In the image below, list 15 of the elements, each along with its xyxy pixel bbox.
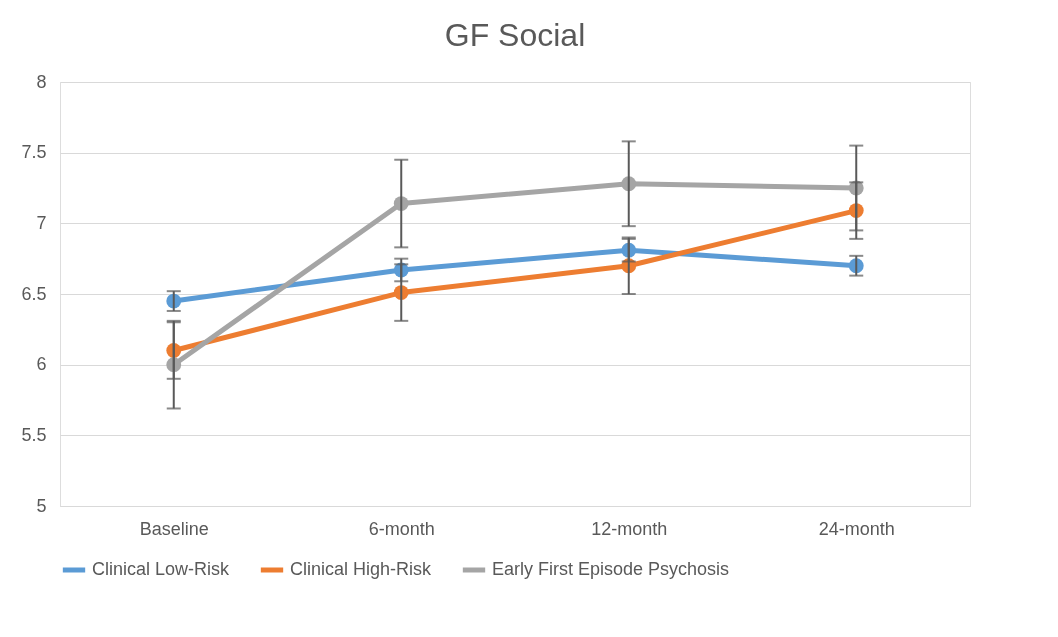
legend-label: Clinical High-Risk xyxy=(290,559,433,579)
y-tick-label: 7 xyxy=(36,212,47,233)
y-tick-label: 7.5 xyxy=(21,142,47,163)
y-tick-label: 8 xyxy=(36,71,47,92)
legend-label: Early First Episode Psychosis xyxy=(492,559,730,579)
legend-label: Clinical Low-Risk xyxy=(92,559,231,579)
y-tick-label: 6.5 xyxy=(21,283,47,304)
y-tick-label: 5 xyxy=(36,495,47,516)
y-tick-label: 6 xyxy=(36,354,47,375)
y-tick-label: 5.5 xyxy=(21,424,47,445)
x-tick-label: 12-month xyxy=(591,518,668,539)
x-tick-label: 24-month xyxy=(818,518,895,539)
x-tick-label: 6-month xyxy=(368,518,435,539)
x-tick-label: Baseline xyxy=(139,518,209,539)
chart-title: GF Social xyxy=(444,17,586,53)
